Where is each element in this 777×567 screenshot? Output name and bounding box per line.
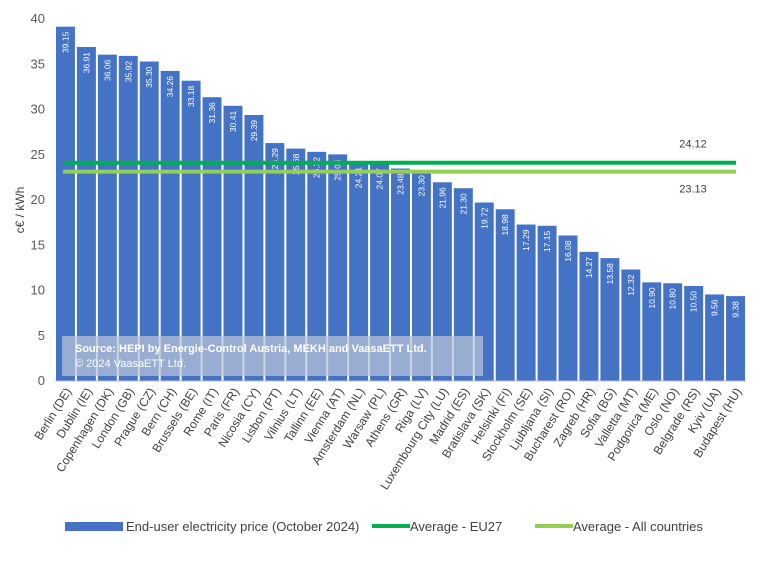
bar-value-label: 14.27 (584, 257, 594, 279)
bar-value-label: 18.98 (500, 214, 510, 236)
bar-value-label: 17.15 (542, 231, 552, 253)
bar (558, 235, 578, 381)
bar-value-label: 12.32 (626, 274, 636, 296)
bar-value-label: 33.18 (186, 85, 196, 107)
bar-value-label: 39.15 (60, 31, 70, 53)
bar-value-label: 24.07 (375, 168, 385, 190)
bar-value-label: 16.08 (563, 240, 573, 262)
source-box: Source: HEPI by Energie-Control Austria,… (62, 336, 483, 376)
bar (265, 143, 285, 381)
bar (453, 188, 473, 381)
average-lines: 24.12 23.13 (63, 139, 736, 196)
y-tick-label: 15 (31, 237, 45, 252)
bar-value-label: 10.90 (647, 287, 657, 309)
bar (76, 46, 96, 381)
y-tick-label: 30 (31, 102, 45, 117)
bar (495, 209, 515, 381)
legend: End-user electricity price (October 2024… (65, 519, 703, 534)
y-tick-label: 25 (31, 147, 45, 162)
average-value-label: 24.12 (679, 139, 707, 151)
bar (600, 258, 620, 381)
bar-value-label: 35.30 (144, 66, 154, 88)
y-tick-label: 20 (31, 192, 45, 207)
average-value-label: 23.13 (679, 184, 707, 196)
bar (328, 154, 348, 381)
bar-value-label: 17.29 (521, 229, 531, 251)
bar-value-label: 25.32 (312, 157, 322, 179)
bar (244, 115, 264, 381)
legend-swatch-bars (65, 522, 123, 531)
bar (139, 61, 159, 381)
y-tick-label: 35 (31, 56, 45, 71)
bar-value-label: 30.41 (228, 111, 238, 133)
bar (307, 151, 327, 381)
bar-value-label: 24.21 (354, 167, 364, 189)
bar (684, 285, 704, 381)
bar (391, 168, 410, 381)
bar-value-label: 23.30 (416, 175, 426, 197)
bar (97, 54, 117, 381)
bar (516, 224, 536, 381)
bar (579, 251, 599, 381)
bar-value-label: 34.26 (165, 76, 175, 98)
bar (726, 296, 745, 381)
bar (202, 97, 222, 381)
y-tick-label: 5 (38, 328, 45, 343)
y-tick-label: 0 (38, 373, 45, 388)
bar (349, 161, 369, 381)
bar (663, 283, 683, 381)
bar (537, 225, 557, 381)
bar-value-label: 29.39 (249, 120, 259, 142)
bar-value-label: 36.91 (81, 52, 91, 74)
bar (160, 70, 180, 382)
x-axis-categories: Berlin (DE)Dublin (IE)Copenhagen (DK)Lon… (31, 385, 744, 492)
bar-value-label: 35.92 (123, 61, 133, 83)
bar (642, 282, 662, 381)
bar (432, 182, 452, 381)
bar (286, 148, 306, 381)
legend-label-bars: End-user electricity price (October 2024… (126, 519, 359, 534)
bar-value-label: 10.50 (689, 291, 699, 313)
bars: 39.15 36.91 36.06 35.92 35.30 34.26 33.18 31.36… (56, 26, 745, 382)
source-title: Source: HEPI by Energie-Control Austria,… (75, 343, 427, 355)
y-axis-ticks: 0 5 10 15 20 25 30 35 40 (31, 11, 45, 388)
y-tick-label: 40 (31, 11, 45, 26)
bar-value-label: 23.48 (396, 173, 406, 195)
y-axis-label: c€ / kWh (13, 187, 27, 234)
legend-label-all: Average - All countries (573, 519, 703, 534)
bar (411, 170, 431, 381)
bar (705, 294, 725, 381)
source-copyright: © 2024 VaasaETT Ltd. (75, 358, 186, 370)
bar-value-label: 21.96 (437, 187, 447, 209)
bar-value-label: 36.06 (102, 59, 112, 81)
bar (181, 80, 201, 381)
legend-label-eu27: Average - EU27 (410, 519, 502, 534)
bar (223, 105, 243, 382)
bar-value-label: 9.56 (710, 299, 720, 316)
bar (370, 163, 390, 381)
bar (621, 269, 641, 381)
bar-value-label: 31.36 (207, 102, 217, 124)
bar-value-label: 21.30 (458, 193, 468, 215)
y-tick-label: 10 (31, 283, 45, 298)
bar-value-label: 10.80 (668, 288, 678, 310)
bar-value-label: 19.72 (479, 207, 489, 229)
bar-value-label: 9.38 (731, 301, 741, 318)
source-box-bg (62, 336, 483, 376)
bar-value-label: 26.29 (270, 148, 280, 170)
bar (56, 26, 75, 381)
bar (118, 55, 138, 381)
bar-value-label: 13.58 (605, 263, 615, 285)
